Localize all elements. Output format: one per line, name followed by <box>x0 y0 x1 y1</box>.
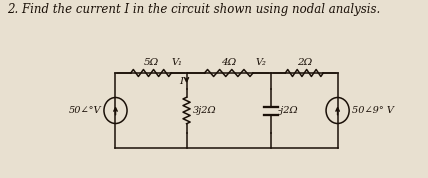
Text: 2. Find the current I in the circuit shown using nodal analysis.: 2. Find the current I in the circuit sho… <box>7 3 380 16</box>
Text: V₁: V₁ <box>171 58 182 67</box>
Text: 2Ω: 2Ω <box>297 58 312 67</box>
Text: 3j2Ω: 3j2Ω <box>193 106 217 115</box>
Text: V₂: V₂ <box>256 58 267 67</box>
Text: 50∠9° V: 50∠9° V <box>352 106 394 115</box>
Text: 5Ω: 5Ω <box>143 58 159 67</box>
Text: -j2Ω: -j2Ω <box>277 106 298 115</box>
Text: 50∠°V: 50∠°V <box>69 106 101 115</box>
Text: I: I <box>179 77 183 85</box>
Text: 4Ω: 4Ω <box>221 58 236 67</box>
